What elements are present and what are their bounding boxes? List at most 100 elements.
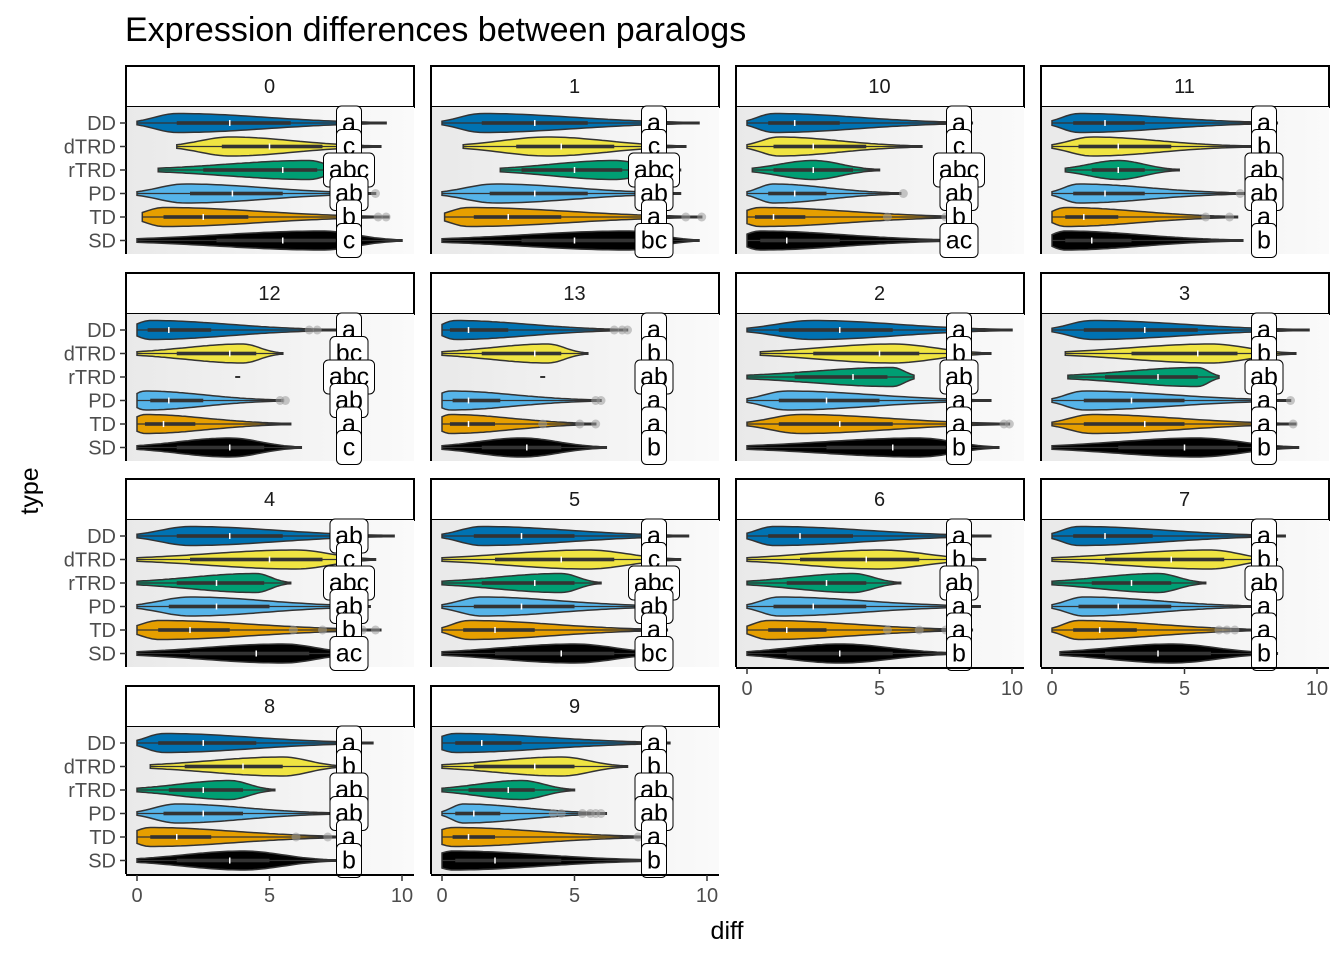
violin-iqr-box	[176, 858, 270, 863]
cld-label-box	[946, 636, 972, 671]
violin-iqr-box	[1083, 422, 1185, 426]
y-tick-label: DD	[87, 113, 116, 135]
facet-strip	[430, 65, 720, 108]
violin-iqr-box	[778, 328, 893, 332]
facet-strip-label: 0	[264, 76, 275, 98]
chart-title: Expression differences between paralogs	[125, 11, 746, 49]
violin-iqr-box	[190, 557, 323, 562]
violin-iqr-box	[449, 422, 495, 426]
cld-label-box	[939, 223, 979, 258]
facet-strip-label: 11	[1174, 76, 1195, 98]
outlier-point-td	[288, 625, 298, 635]
violin-iqr-box	[168, 604, 270, 609]
outlier-point-pd	[577, 809, 587, 818]
violin-iqr-box	[778, 398, 880, 403]
outlier-point-pd	[548, 809, 558, 818]
violin-iqr-box	[1078, 144, 1172, 149]
violin-iqr-box	[468, 788, 535, 792]
cld-label-box	[336, 430, 362, 465]
outlier-point-pd	[556, 809, 566, 818]
violin-iqr-box	[1073, 121, 1145, 125]
violin-iqr-box	[190, 191, 283, 196]
outlier-point-dd	[623, 325, 632, 335]
violin-iqr-box	[176, 351, 257, 356]
facet-strip-label: 2	[874, 283, 885, 305]
violin-iqr-box	[1065, 215, 1119, 219]
outlier-point-td	[633, 832, 643, 842]
violin-iqr-box	[778, 422, 893, 426]
facet-strip-label: 9	[569, 696, 580, 718]
y-tick-label: dTRD	[64, 137, 116, 159]
facet-strip	[125, 65, 415, 108]
facet-strip-label: 4	[264, 489, 275, 511]
violin-iqr-box	[1083, 328, 1198, 332]
cld-label-text: c	[343, 434, 356, 462]
y-tick-label: rTRD	[68, 367, 116, 389]
facet-strip-label: 3	[1179, 283, 1190, 305]
y-tick-label: PD	[88, 804, 116, 826]
violin-iqr-box	[1078, 604, 1172, 609]
violin-iqr-box	[754, 215, 806, 219]
cld-label-sd: ac	[329, 636, 369, 671]
cld-label-box	[641, 843, 667, 878]
violin-iqr-box	[163, 215, 249, 219]
violin-iqr-box	[158, 628, 230, 632]
outlier-point-td	[1225, 212, 1235, 222]
y-tick-label: PD	[88, 597, 116, 619]
violin-iqr-box	[176, 445, 265, 450]
violin-iqr-box	[813, 351, 920, 356]
x-tick-label: 0	[436, 885, 447, 907]
violin-iqr-box	[516, 144, 615, 149]
outlier-point-td	[882, 625, 892, 635]
facet-strip	[735, 272, 1025, 315]
y-tick-label: SD	[88, 438, 116, 460]
violin-iqr-box	[147, 328, 212, 332]
y-tick-label: DD	[87, 526, 116, 548]
outlier-point-td	[373, 212, 383, 222]
violin-iqr-box	[473, 604, 575, 609]
outlier-point-td	[323, 832, 333, 842]
outlier-point-pd	[280, 396, 290, 405]
violin-iqr-box	[1105, 557, 1225, 562]
cld-label-sd: ac	[939, 223, 979, 258]
violin-iqr-box	[481, 351, 562, 356]
cld-label-box	[946, 430, 972, 465]
x-tick-label: 0	[741, 678, 752, 700]
facet-strip	[1040, 65, 1330, 108]
cld-label-text: ac	[946, 227, 972, 255]
y-tick-label: DD	[87, 320, 116, 342]
violin-iqr-box	[1118, 445, 1238, 450]
violin-iqr-box	[150, 835, 212, 839]
y-tick-label: PD	[88, 184, 116, 206]
violin-iqr-box	[1073, 191, 1145, 196]
facet-panels: 0acabcabbcDDdTRDrTRDPDTDSD1acabcababc10a…	[64, 65, 1330, 907]
violin-iqr-box	[1073, 534, 1153, 538]
outlier-point-td	[318, 625, 327, 635]
violin-iqr-box	[449, 328, 509, 332]
violin-iqr-box	[495, 557, 615, 562]
violin-iqr-box	[481, 581, 575, 585]
outlier-point-td	[882, 212, 892, 222]
cld-label-sd: b	[1251, 636, 1277, 671]
facet-strip	[430, 685, 720, 728]
cld-label-box	[634, 636, 674, 671]
outlier-point-td	[1201, 212, 1211, 222]
cld-label-box	[336, 843, 362, 878]
outlier-point-td	[1222, 625, 1232, 635]
x-tick-label: 5	[874, 678, 885, 700]
x-tick-label: 10	[696, 885, 718, 907]
violin-iqr-box	[1083, 398, 1185, 403]
violin-iqr-box	[473, 764, 575, 769]
outlier-point-td	[1288, 419, 1298, 429]
cld-label-sd: b	[641, 843, 667, 878]
facet-strip	[125, 685, 415, 728]
x-tick-label: 5	[1179, 678, 1190, 700]
x-axis-title: diff	[711, 917, 744, 945]
violin-iqr-box	[794, 375, 888, 379]
